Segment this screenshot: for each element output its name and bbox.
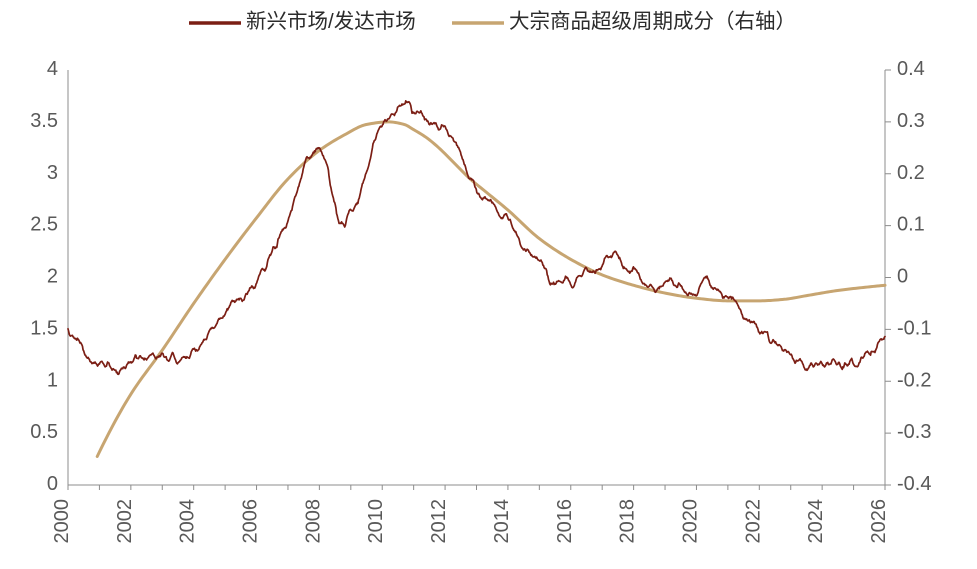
svg-text:2: 2 bbox=[47, 266, 58, 288]
svg-text:2004: 2004 bbox=[177, 499, 199, 544]
svg-text:0: 0 bbox=[47, 473, 58, 495]
svg-text:2012: 2012 bbox=[428, 499, 450, 544]
svg-text:2002: 2002 bbox=[114, 499, 136, 544]
svg-text:-0.2: -0.2 bbox=[897, 369, 931, 391]
svg-text:2016: 2016 bbox=[554, 499, 576, 544]
svg-text:0.4: 0.4 bbox=[897, 58, 925, 80]
svg-text:-0.4: -0.4 bbox=[897, 473, 931, 495]
svg-text:2020: 2020 bbox=[679, 499, 701, 544]
svg-text:0.3: 0.3 bbox=[897, 110, 925, 132]
svg-text:4: 4 bbox=[47, 58, 58, 80]
svg-text:2.5: 2.5 bbox=[30, 214, 58, 236]
svg-text:2006: 2006 bbox=[240, 499, 262, 544]
svg-text:1: 1 bbox=[47, 369, 58, 391]
svg-text:新兴市场/发达市场: 新兴市场/发达市场 bbox=[246, 10, 416, 33]
svg-text:2024: 2024 bbox=[805, 499, 827, 544]
svg-text:0.5: 0.5 bbox=[30, 421, 58, 443]
svg-text:3.5: 3.5 bbox=[30, 110, 58, 132]
svg-text:2026: 2026 bbox=[868, 499, 890, 544]
svg-text:0.1: 0.1 bbox=[897, 214, 925, 236]
svg-text:2010: 2010 bbox=[365, 499, 387, 544]
svg-text:-0.3: -0.3 bbox=[897, 421, 931, 443]
svg-text:2022: 2022 bbox=[742, 499, 764, 544]
svg-text:0: 0 bbox=[897, 266, 908, 288]
svg-text:1.5: 1.5 bbox=[30, 317, 58, 339]
svg-text:-0.1: -0.1 bbox=[897, 317, 931, 339]
svg-text:2000: 2000 bbox=[51, 499, 73, 544]
svg-text:3: 3 bbox=[47, 162, 58, 184]
svg-text:大宗商品超级周期成分（右轴）: 大宗商品超级周期成分（右轴） bbox=[509, 10, 796, 33]
svg-text:0.2: 0.2 bbox=[897, 162, 925, 184]
svg-text:2018: 2018 bbox=[617, 499, 639, 544]
svg-text:2014: 2014 bbox=[491, 499, 513, 543]
svg-text:2008: 2008 bbox=[302, 499, 324, 544]
